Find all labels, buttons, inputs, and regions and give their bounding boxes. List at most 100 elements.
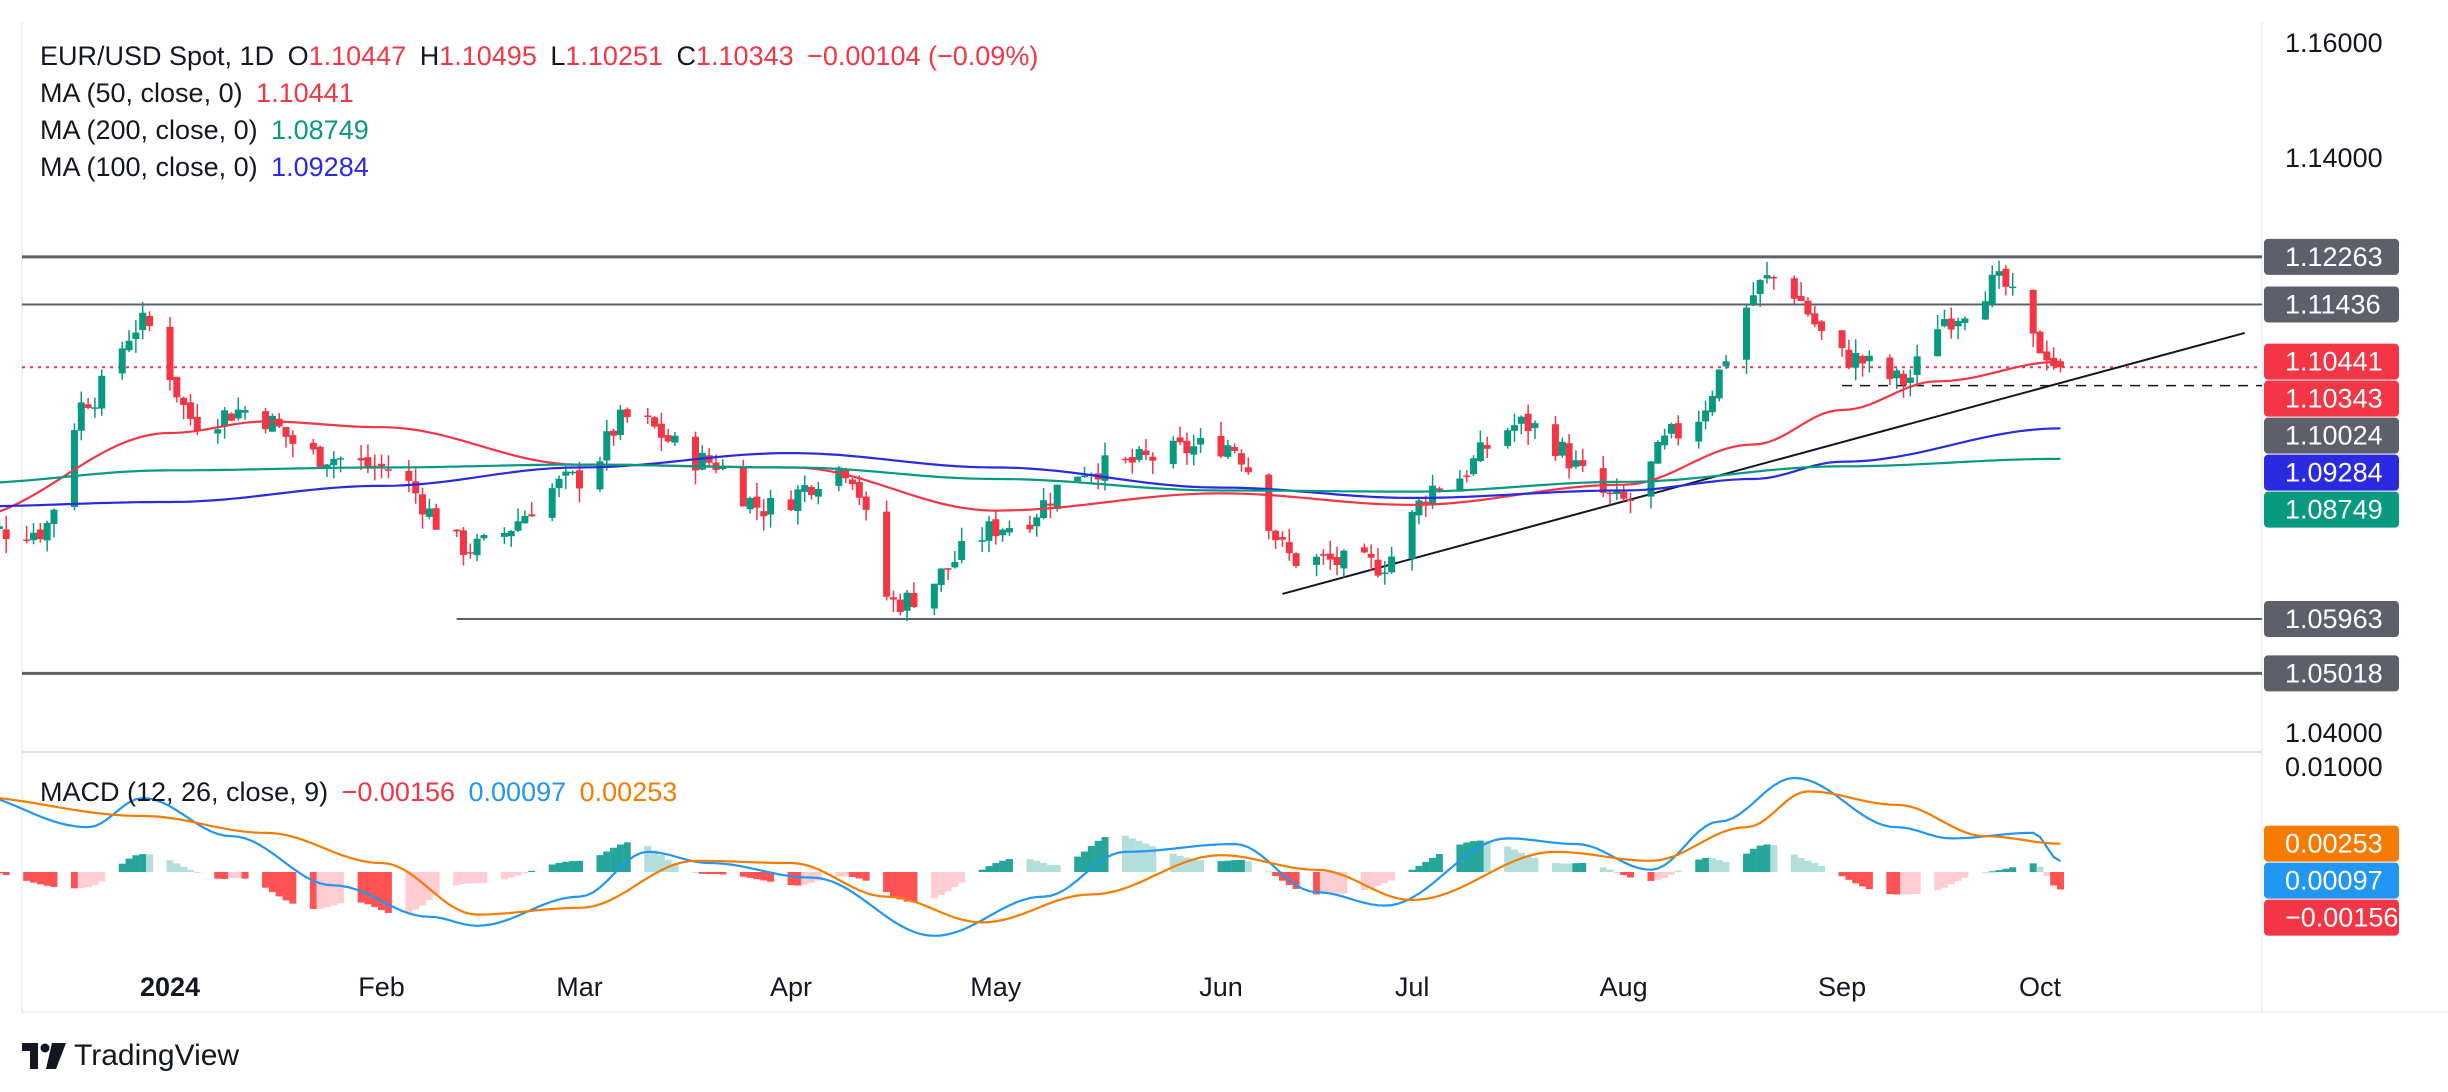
macd-line <box>0 776 2062 937</box>
candle-body <box>651 417 659 427</box>
candle-body <box>992 519 1000 537</box>
candle-body <box>1074 476 1082 482</box>
macd-histogram-bar <box>855 872 863 879</box>
candle-body <box>2 529 10 540</box>
macd-histogram-bar <box>787 872 795 886</box>
macd-histogram-bar <box>507 872 515 878</box>
candle-body <box>1005 528 1013 533</box>
price-label-1.05963-bg <box>2264 601 2399 638</box>
macd-histogram-bar <box>814 872 822 881</box>
candle-body <box>1231 446 1239 451</box>
macd-histogram-bar <box>173 863 181 872</box>
candle-body <box>1333 557 1341 565</box>
macd-histogram-bar <box>842 872 850 877</box>
macd-histogram-bar <box>548 864 556 872</box>
tradingview-logo[interactable]: TradingView <box>22 1036 239 1076</box>
macd-histogram-bar <box>1101 837 1109 872</box>
macd-legend[interactable]: MACD (12, 26, close, 9) −0.00156 0.00097… <box>40 774 683 810</box>
time-tick-label: 2024 <box>140 972 200 1002</box>
candle-body <box>548 488 556 518</box>
macd-histogram-bar <box>596 855 604 872</box>
macd-histogram-bar <box>1579 862 1587 872</box>
macd-histogram-bar <box>521 872 529 874</box>
candle-body <box>562 471 570 476</box>
candle-body <box>1128 457 1136 463</box>
candle-body <box>146 316 154 327</box>
ma100-legend[interactable]: MA (100, close, 0) 1.09284 <box>40 149 375 185</box>
ma100-value: 1.09284 <box>271 152 369 182</box>
candle-body <box>214 429 222 434</box>
macd-histogram-bar <box>2029 863 2037 872</box>
candle-body <box>1572 460 1580 467</box>
macd-histogram-bar <box>1074 856 1082 872</box>
macd-histogram-bar <box>405 872 413 913</box>
ma50-legend[interactable]: MA (50, close, 0) 1.10441 <box>40 75 360 111</box>
candle-body <box>958 541 966 560</box>
macd-histogram-bar <box>644 845 652 872</box>
macd-histogram-bar <box>1470 841 1478 872</box>
macd-histogram-bar <box>1804 860 1812 872</box>
macd-histogram-bar <box>1265 871 1273 873</box>
price-label-1.10441: 1.10441 <box>2285 347 2383 377</box>
candle-body <box>1033 517 1041 527</box>
macd-histogram-bar <box>1381 872 1389 884</box>
candle-body <box>1565 443 1573 469</box>
macd-histogram-bar <box>1340 872 1348 894</box>
macd-histogram-bar <box>1708 858 1716 872</box>
ma200-legend[interactable]: MA (200, close, 0) 1.08749 <box>40 112 375 148</box>
macd-value-label-bg <box>2264 825 2399 862</box>
candle-body <box>644 415 652 417</box>
macd-histogram-bar <box>0 872 3 874</box>
candle-body <box>1886 357 1894 379</box>
candle-body <box>139 312 147 331</box>
macd-histogram-bar <box>77 872 85 888</box>
candle-body <box>1340 550 1348 569</box>
macd-line-value: 0.00097 <box>468 777 567 807</box>
candle-body <box>2043 351 2051 361</box>
candle-body <box>1244 467 1252 473</box>
candle-body <box>1804 300 1812 315</box>
candle-body <box>1121 458 1129 461</box>
candle-body <box>1551 424 1559 457</box>
macd-histogram-bar <box>1790 854 1798 872</box>
candle-body <box>289 435 297 444</box>
candle-body <box>1906 377 1914 383</box>
macd-histogram-bar <box>746 872 754 878</box>
macd-histogram-bar <box>1934 872 1942 891</box>
macd-histogram-bar <box>221 872 229 880</box>
candle-body <box>507 531 515 537</box>
candle-body <box>268 415 276 432</box>
macd-histogram-bar <box>657 855 665 872</box>
candle-body <box>1476 442 1484 462</box>
price-label-1.05018: 1.05018 <box>2285 658 2383 688</box>
symbol-legend: EUR/USD Spot, 1D O1.10447 H1.10495 L1.10… <box>40 38 1044 74</box>
macd-histogram-bar <box>1995 870 2003 872</box>
candle-body <box>767 498 775 515</box>
candle-body <box>91 407 99 409</box>
macd-histogram-bar <box>1128 838 1136 872</box>
time-tick-label: Aug <box>1600 972 1648 1002</box>
candle-body <box>760 511 768 517</box>
candle-body <box>1415 500 1423 516</box>
candle-body <box>30 532 38 541</box>
candle-body <box>1934 329 1942 357</box>
candle-body <box>1715 369 1723 399</box>
price-tick-label: 1.04000 <box>2285 718 2383 748</box>
macd-histogram-bar <box>896 872 904 900</box>
candle-body <box>862 496 870 510</box>
macd-histogram-bar <box>98 872 106 882</box>
macd-histogram-bar <box>337 872 345 904</box>
time-tick-label: Jul <box>1395 972 1430 1002</box>
candle-body <box>1818 321 1826 332</box>
candle-body <box>794 489 802 511</box>
candle-body <box>1627 499 1635 501</box>
candle-body <box>521 515 529 524</box>
macd-tick-label: 0.01000 <box>2285 752 2383 782</box>
candle-body <box>1217 436 1225 457</box>
macd-histogram-bar <box>2009 867 2017 872</box>
candle-body <box>528 514 536 517</box>
time-tick-label: Apr <box>770 972 812 1002</box>
candle-body <box>575 470 583 489</box>
macd-histogram-bar <box>323 872 331 908</box>
